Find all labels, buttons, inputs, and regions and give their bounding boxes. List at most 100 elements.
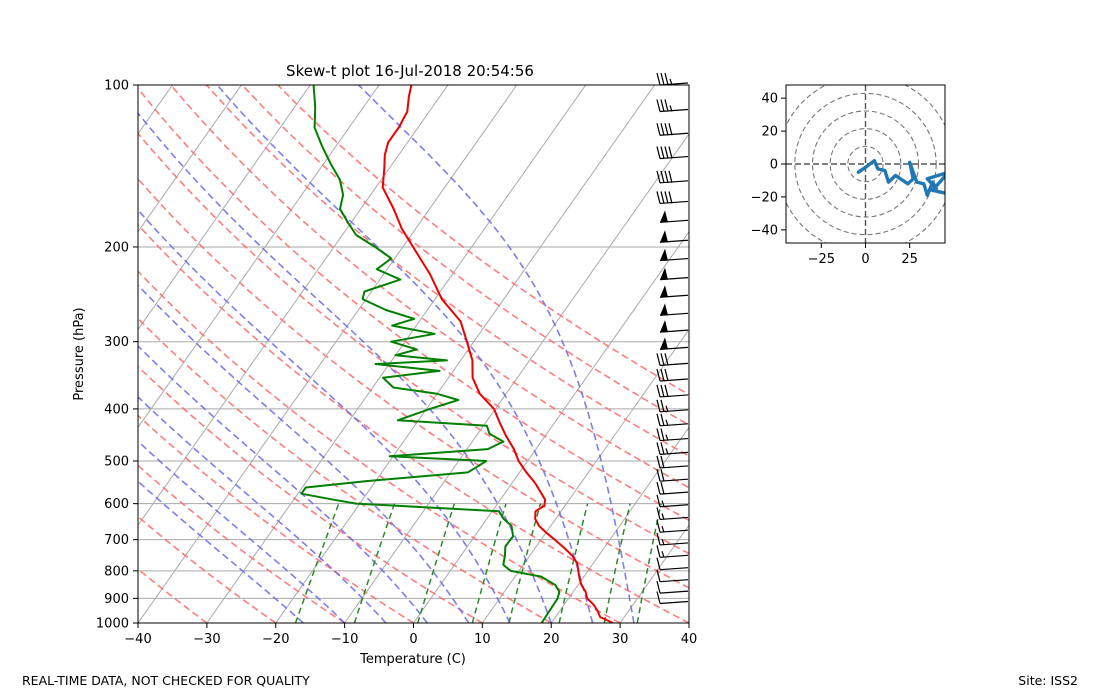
- isotherm-line: [138, 85, 518, 623]
- isotherm-line: [138, 85, 449, 527]
- y-tick-label: 400: [104, 402, 129, 417]
- hodograph-y-tick-label: 40: [761, 92, 778, 107]
- barb-half: [661, 513, 665, 520]
- wind-barb: [656, 384, 689, 398]
- x-tick-label: 0: [409, 632, 417, 647]
- barb-full: [660, 428, 665, 441]
- barb-full: [664, 368, 669, 382]
- barb-flag: [660, 320, 668, 333]
- quality-disclaimer: REAL-TIME DATA, NOT CHECKED FOR QUALITY: [22, 673, 310, 688]
- barb-half: [669, 105, 673, 112]
- barb-full: [656, 591, 661, 604]
- hodograph-ring: [829, 128, 902, 200]
- skewt-x-label: Temperature (C): [359, 652, 466, 667]
- barb-full: [656, 532, 661, 546]
- barb-full: [660, 384, 665, 398]
- wind-barb: [659, 337, 689, 350]
- barb-staff: [659, 394, 689, 398]
- skewt-y-ticks: 1000 900 800 700 600 500 400 300 200 100: [96, 79, 138, 632]
- barb-full: [660, 399, 665, 412]
- barb-flag: [660, 337, 668, 350]
- isotherm-line: [138, 85, 242, 233]
- barb-staff: [659, 423, 689, 427]
- isotherm-line: [413, 230, 689, 623]
- barb-staff: [659, 478, 689, 482]
- barb-staff: [659, 600, 689, 605]
- barb-full: [660, 191, 665, 204]
- barb-half: [665, 405, 669, 413]
- hodograph-plot: −25 0 25 40 20 0 −20 −40: [751, 84, 946, 267]
- mixing-ratio-line: [416, 503, 456, 623]
- moist-adiabat: [138, 111, 553, 623]
- hodograph-body: [786, 85, 945, 243]
- dry-adiabat: [205, 85, 689, 457]
- barb-full: [660, 368, 665, 382]
- x-tick-label: 20: [543, 632, 560, 647]
- wind-barb: [656, 99, 689, 113]
- barb-half: [661, 526, 665, 533]
- barb-staff: [659, 516, 689, 521]
- barb-staff: [659, 504, 689, 508]
- wind-barb: [656, 72, 689, 86]
- barb-staff: [659, 437, 689, 442]
- skewt-x-ticks: −40 −30 −20 −10 0 10 20 30 40: [124, 623, 697, 647]
- barb-full: [656, 146, 661, 159]
- wind-barb: [659, 248, 689, 262]
- barb-full: [656, 569, 661, 582]
- barb-full: [656, 368, 661, 382]
- hodograph-x-tick-label: 25: [901, 252, 918, 267]
- barb-full: [660, 146, 665, 159]
- wind-barb: [656, 353, 689, 366]
- barb-full: [656, 442, 661, 455]
- barb-full: [664, 146, 669, 159]
- barb-full: [660, 481, 665, 495]
- barb-full: [656, 557, 661, 570]
- barb-full: [656, 99, 661, 112]
- barb-full: [656, 507, 661, 520]
- barb-staff: [659, 554, 689, 558]
- barb-full: [660, 469, 665, 482]
- barb-full: [656, 455, 661, 469]
- y-tick-label: 600: [104, 497, 129, 512]
- barb-staff: [659, 378, 689, 382]
- wind-barb: [656, 428, 689, 442]
- barb-staff: [659, 491, 689, 495]
- hodograph-trace: [856, 159, 945, 197]
- hodograph-y-tick-label: 0: [770, 158, 778, 173]
- barb-staff: [659, 567, 689, 571]
- dry-adiabat: [138, 464, 346, 623]
- isotherm-line: [344, 133, 689, 623]
- barb-full: [656, 428, 661, 441]
- moist-adiabat: [138, 208, 511, 623]
- y-tick-label: 100: [104, 79, 129, 94]
- y-tick-label: 800: [104, 564, 129, 579]
- barb-full: [664, 123, 669, 136]
- barb-full: [668, 146, 673, 159]
- barb-full: [656, 191, 661, 204]
- wind-barb: [659, 303, 689, 316]
- skewt-title: Skew-t plot 16-Jul-2018 20:54:56: [286, 62, 534, 80]
- barb-staff: [659, 155, 689, 160]
- barb-full: [660, 123, 665, 136]
- dry-adiabat: [138, 177, 689, 589]
- barb-half: [661, 500, 665, 507]
- barb-half: [665, 434, 669, 441]
- barb-flag: [660, 267, 668, 280]
- wind-barbs: [656, 72, 689, 605]
- isotherm-line: [138, 85, 380, 429]
- barb-flag: [660, 230, 668, 243]
- mixing-ratio-line: [294, 503, 340, 623]
- mixing-ratio-line: [471, 503, 507, 623]
- barb-full: [660, 99, 665, 112]
- mixing-ratio-line: [558, 503, 589, 623]
- wind-barb: [656, 591, 689, 605]
- wind-barb: [656, 399, 689, 413]
- x-tick-label: 30: [612, 632, 629, 647]
- barb-staff: [659, 362, 689, 366]
- barb-half: [665, 419, 669, 426]
- dewpoint-line: [300, 85, 561, 623]
- dry-adiabat: [138, 223, 689, 623]
- wind-barb: [656, 481, 689, 495]
- barb-full: [664, 384, 669, 398]
- wind-barb: [656, 191, 689, 205]
